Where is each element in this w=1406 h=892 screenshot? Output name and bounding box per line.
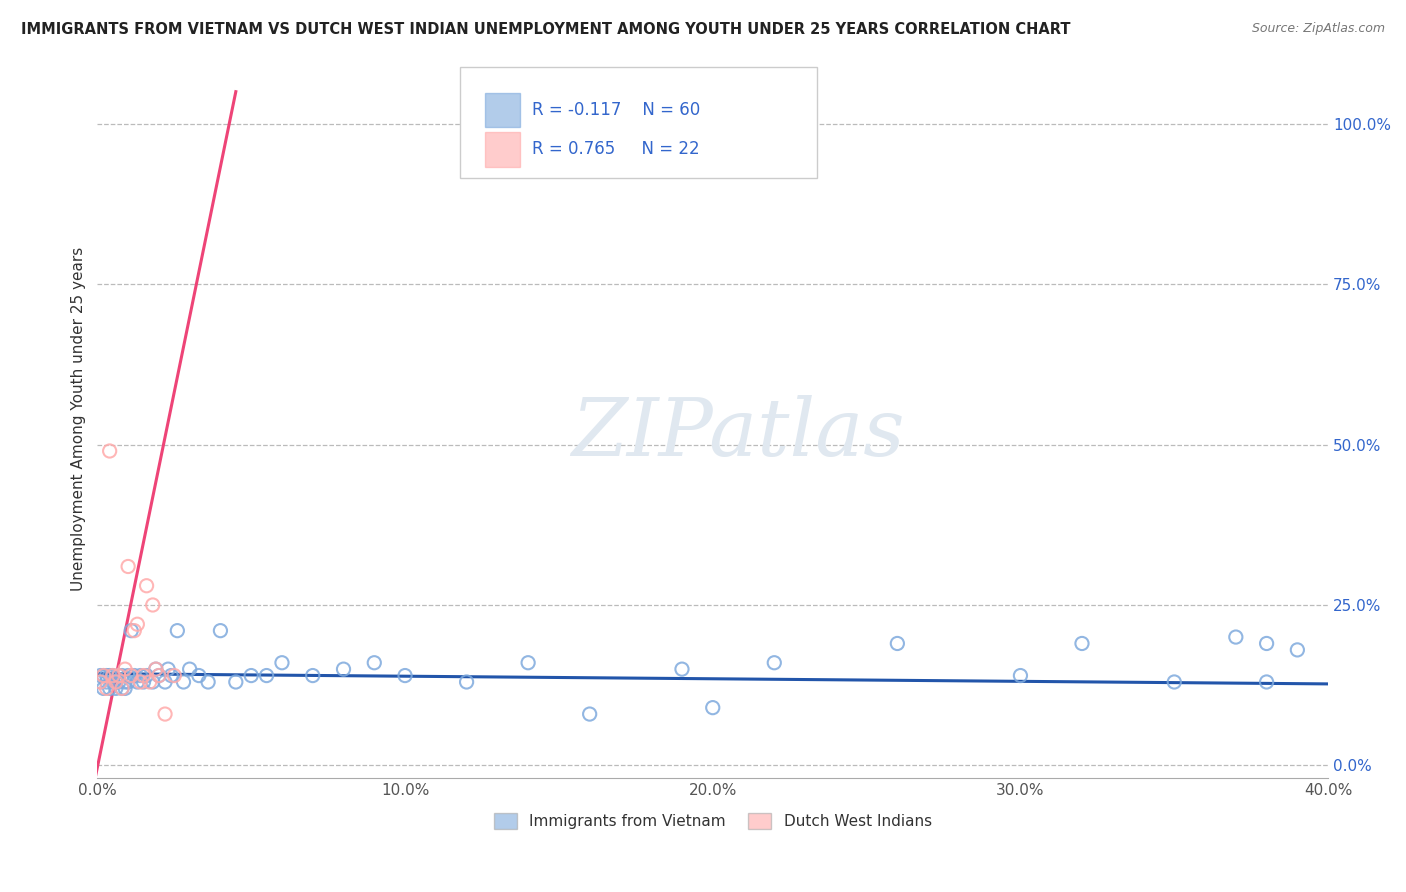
Point xyxy=(120,624,142,638)
Point xyxy=(148,668,170,682)
Point xyxy=(1071,636,1094,650)
Text: R = -0.117    N = 60: R = -0.117 N = 60 xyxy=(531,101,700,119)
Point xyxy=(142,598,165,612)
Point xyxy=(127,617,149,632)
Point xyxy=(127,675,149,690)
Point xyxy=(671,662,693,676)
Point xyxy=(132,675,155,690)
Point xyxy=(117,675,139,690)
Point xyxy=(145,662,167,676)
Point xyxy=(96,668,118,682)
Point xyxy=(1256,636,1278,650)
Point xyxy=(142,675,165,690)
Point xyxy=(332,662,354,676)
Point xyxy=(117,668,139,682)
Point xyxy=(114,681,136,696)
Point xyxy=(153,675,176,690)
Point xyxy=(187,668,209,682)
Point xyxy=(456,675,478,690)
Point xyxy=(138,675,160,690)
Point xyxy=(301,668,323,682)
Point xyxy=(763,656,786,670)
Point xyxy=(98,681,121,696)
Text: R = 0.765     N = 22: R = 0.765 N = 22 xyxy=(531,140,699,159)
Point xyxy=(225,675,247,690)
Point xyxy=(104,681,127,696)
Point xyxy=(394,668,416,682)
Point xyxy=(104,675,127,690)
Y-axis label: Unemployment Among Youth under 25 years: Unemployment Among Youth under 25 years xyxy=(72,247,86,591)
Point xyxy=(93,668,115,682)
Point xyxy=(98,668,121,682)
Point xyxy=(209,624,232,638)
FancyBboxPatch shape xyxy=(460,67,817,178)
Point xyxy=(124,624,146,638)
Text: IMMIGRANTS FROM VIETNAM VS DUTCH WEST INDIAN UNEMPLOYMENT AMONG YOUTH UNDER 25 Y: IMMIGRANTS FROM VIETNAM VS DUTCH WEST IN… xyxy=(21,22,1070,37)
Point xyxy=(363,656,385,670)
Point xyxy=(1286,643,1309,657)
Point xyxy=(114,675,136,690)
Point xyxy=(1163,675,1185,690)
Point xyxy=(129,675,152,690)
Point xyxy=(120,668,142,682)
Point xyxy=(89,675,111,690)
Point xyxy=(96,675,118,690)
Point xyxy=(98,444,121,458)
Point xyxy=(101,668,124,682)
Point xyxy=(108,675,131,690)
Point xyxy=(101,668,124,682)
Point xyxy=(117,559,139,574)
Point xyxy=(111,668,134,682)
FancyBboxPatch shape xyxy=(485,132,519,167)
Legend: Immigrants from Vietnam, Dutch West Indians: Immigrants from Vietnam, Dutch West Indi… xyxy=(488,807,938,835)
Point xyxy=(702,700,724,714)
Point xyxy=(1225,630,1247,644)
Point xyxy=(271,656,294,670)
FancyBboxPatch shape xyxy=(485,93,519,128)
Text: Source: ZipAtlas.com: Source: ZipAtlas.com xyxy=(1251,22,1385,36)
Point xyxy=(157,662,180,676)
Point xyxy=(124,668,146,682)
Point xyxy=(108,668,131,682)
Point xyxy=(108,668,131,682)
Point xyxy=(886,636,908,650)
Point xyxy=(153,707,176,722)
Point xyxy=(179,662,201,676)
Point xyxy=(160,668,183,682)
Point xyxy=(173,675,195,690)
Point xyxy=(578,707,600,722)
Point xyxy=(256,668,278,682)
Point xyxy=(166,624,188,638)
Point xyxy=(104,675,127,690)
Point xyxy=(129,668,152,682)
Point xyxy=(114,662,136,676)
Point xyxy=(163,668,186,682)
Point xyxy=(240,668,263,682)
Point xyxy=(135,579,157,593)
Point xyxy=(89,668,111,682)
Point xyxy=(145,662,167,676)
Point xyxy=(1256,675,1278,690)
Point xyxy=(101,675,124,690)
Point xyxy=(89,675,111,690)
Point xyxy=(93,681,115,696)
Point xyxy=(132,668,155,682)
Point xyxy=(148,668,170,682)
Point xyxy=(93,668,115,682)
Point xyxy=(135,668,157,682)
Text: ZIPatlas: ZIPatlas xyxy=(571,394,904,472)
Point xyxy=(517,656,540,670)
Point xyxy=(111,681,134,696)
Point xyxy=(111,681,134,696)
Point xyxy=(1010,668,1032,682)
Point xyxy=(96,681,118,696)
Point xyxy=(197,675,219,690)
